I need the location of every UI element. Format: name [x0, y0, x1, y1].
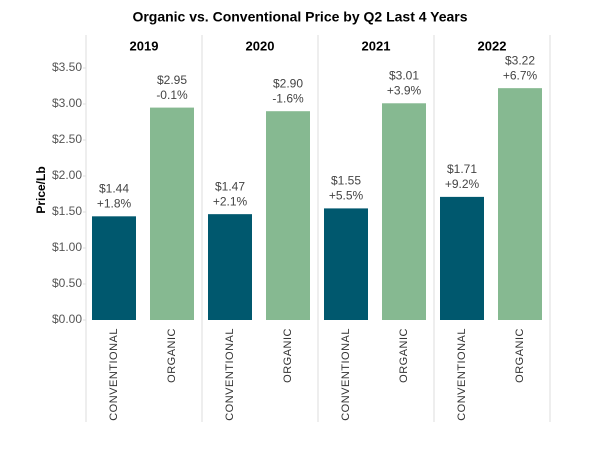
panel-label: 2019 [130, 38, 159, 53]
x-tick-label: CONVENTIONAL [224, 328, 236, 421]
y-tick-label: $0.00 [52, 312, 82, 326]
y-tick-label: $3.00 [52, 96, 82, 110]
x-tick-label: ORGANIC [514, 328, 526, 383]
value-label: $2.90 [273, 76, 303, 90]
bar [498, 88, 542, 320]
y-tick-label: $0.50 [52, 276, 82, 290]
x-tick-label: ORGANIC [398, 328, 410, 383]
y-tick-label: $2.00 [52, 168, 82, 182]
panel-label: 2021 [362, 38, 391, 53]
value-label: $3.22 [505, 53, 535, 67]
x-tick-label: ORGANIC [282, 328, 294, 383]
change-label: +2.1% [213, 194, 248, 208]
change-label: +6.7% [503, 68, 538, 82]
chart-title: Organic vs. Conventional Price by Q2 Las… [132, 9, 467, 25]
change-label: +9.2% [445, 177, 480, 191]
bar [208, 214, 252, 320]
x-tick-label: CONVENTIONAL [340, 328, 352, 421]
change-label: +3.9% [387, 83, 422, 97]
bar [324, 208, 368, 320]
bar [440, 196, 484, 320]
bar [150, 107, 194, 320]
value-label: $2.95 [157, 73, 187, 87]
y-tick-label: $1.50 [52, 204, 82, 218]
panel-label: 2020 [246, 38, 275, 53]
x-tick-label: ORGANIC [166, 328, 178, 383]
y-tick-label: $1.00 [52, 240, 82, 254]
bar [92, 216, 136, 320]
value-label: $1.71 [447, 162, 477, 176]
change-label: -0.1% [156, 88, 188, 102]
y-tick-label: $3.50 [52, 60, 82, 74]
value-label: $1.47 [215, 179, 245, 193]
change-label: -1.6% [272, 91, 304, 105]
value-label: $3.01 [389, 68, 419, 82]
value-label: $1.44 [99, 181, 129, 195]
x-tick-label: CONVENTIONAL [108, 328, 120, 421]
change-label: +5.5% [329, 189, 364, 203]
y-axis-label: Price/Lb [34, 166, 48, 213]
change-label: +1.8% [97, 196, 132, 210]
value-label: $1.55 [331, 174, 361, 188]
panel-label: 2022 [478, 38, 507, 53]
x-tick-label: CONVENTIONAL [456, 328, 468, 421]
bar [266, 111, 310, 320]
bar [382, 103, 426, 320]
y-tick-label: $2.50 [52, 132, 82, 146]
